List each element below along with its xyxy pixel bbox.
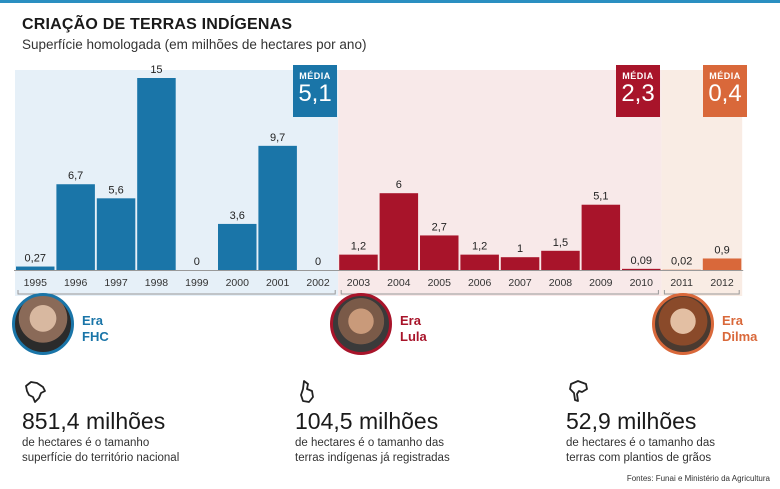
chart-title: CRIAÇÃO DE TERRAS INDÍGENAS xyxy=(22,16,293,33)
value-label: 2,7 xyxy=(432,221,447,233)
bar xyxy=(581,204,621,270)
value-label: 1 xyxy=(517,243,523,255)
bar xyxy=(339,254,378,270)
lula-portrait xyxy=(330,293,392,355)
era-bracket xyxy=(17,290,336,295)
tick-label: 1999 xyxy=(185,277,209,289)
value-label: 1,5 xyxy=(553,237,568,249)
tick-label: 2001 xyxy=(266,277,290,289)
value-label: 1,2 xyxy=(472,241,487,253)
era-name: Era FHC xyxy=(82,313,109,344)
average-box-dilma: MÉDIA 0,4 xyxy=(703,65,747,117)
tick-label: 2011 xyxy=(670,277,693,289)
bar xyxy=(56,184,95,270)
tick-label: 2002 xyxy=(306,277,330,289)
value-labels: 0,27 6,7 5,6 15 0 3,6 9,7 0 1,2 6 2,7 1,2 1 1,5 5,1 0,0… xyxy=(25,64,730,268)
average-box-fhc: MÉDIA 5,1 xyxy=(293,65,337,117)
tick-label: 2003 xyxy=(347,277,371,289)
stat-value: 52,9 milhões xyxy=(566,408,697,434)
stat-description: de hectares é o tamanho das terras com pl… xyxy=(566,437,715,464)
tick-label: 2004 xyxy=(387,277,411,289)
value-label: 1,2 xyxy=(351,241,366,253)
value-label: 0,09 xyxy=(631,255,652,267)
bar xyxy=(16,266,55,270)
tick-label: 2010 xyxy=(630,277,654,289)
value-label: 3,6 xyxy=(230,210,245,222)
dilma-portrait xyxy=(652,293,714,355)
tick-label: 2007 xyxy=(508,277,532,289)
value-label: 0,27 xyxy=(25,253,46,265)
bar xyxy=(622,268,661,270)
x-axis: 1995 1996 1997 1998 1999 2000 2001 2002 2003 2004… xyxy=(14,270,744,295)
bar xyxy=(460,254,499,270)
value-label: 0 xyxy=(194,256,200,268)
indigenous-land-icon xyxy=(300,380,314,403)
sources-note: Fontes: Funai e Ministério da Agricultur… xyxy=(626,474,770,483)
value-label: 0,9 xyxy=(714,244,729,256)
value-label: 9,7 xyxy=(270,132,285,144)
era-bracket xyxy=(340,290,659,295)
stat-indigenous-lands: 104,5 milhões de hectares é o tamanho da… xyxy=(295,378,525,464)
farmland-icon xyxy=(569,380,588,402)
value-label: 6,7 xyxy=(68,170,83,182)
top-accent-line xyxy=(0,0,780,3)
tick-label: 1998 xyxy=(145,277,169,289)
average-label: MÉDIA xyxy=(299,71,331,81)
bar xyxy=(541,250,580,270)
era-name: Era Lula xyxy=(400,313,427,344)
tick-label: 2006 xyxy=(468,277,492,289)
value-label: 5,1 xyxy=(593,191,608,203)
tick-label: 2009 xyxy=(589,277,613,289)
stat-description: de hectares é o tamanho das terras indíge… xyxy=(295,437,450,464)
average-label: MÉDIA xyxy=(709,71,741,81)
stat-value: 104,5 milhões xyxy=(295,408,439,434)
average-label: MÉDIA xyxy=(622,71,654,81)
tick-label: 2012 xyxy=(710,277,734,289)
stat-territory: 851,4 milhões de hectares é o tamanho sup… xyxy=(22,378,252,464)
tick-label: 2008 xyxy=(549,277,573,289)
brazil-map-icon xyxy=(25,381,46,403)
value-label: 0,02 xyxy=(671,256,692,268)
bar xyxy=(379,193,419,270)
bar-chart: 0,27 6,7 5,6 15 0 3,6 9,7 0 1,2 6 2,7 1,2 1 1,5 5,1 0,0… xyxy=(14,64,744,296)
average-box-lula: MÉDIA 2,3 xyxy=(616,65,660,117)
average-value: 2,3 xyxy=(621,80,655,107)
bar xyxy=(702,258,742,270)
value-label: 5,6 xyxy=(108,184,123,196)
value-label: 6 xyxy=(396,179,402,191)
bar xyxy=(420,235,459,270)
bar xyxy=(258,145,297,270)
bar xyxy=(218,223,257,270)
bar xyxy=(137,78,176,270)
tick-label: 1996 xyxy=(64,277,88,289)
chart-subtitle: Superfície homologada (em milhões de hec… xyxy=(22,37,367,52)
value-label: 15 xyxy=(150,64,162,76)
stat-description: de hectares é o tamanho superfície do ter… xyxy=(22,437,180,464)
average-value: 5,1 xyxy=(298,80,332,107)
bar xyxy=(96,198,136,270)
tick-label: 2000 xyxy=(226,277,250,289)
tick-label: 1997 xyxy=(104,277,128,289)
tick-label: 2005 xyxy=(428,277,452,289)
stat-value: 851,4 milhões xyxy=(22,408,166,434)
bars xyxy=(16,78,742,270)
tick-label: 1995 xyxy=(24,277,48,289)
value-label: 0 xyxy=(315,256,321,268)
average-value: 0,4 xyxy=(708,80,742,107)
bar xyxy=(500,257,540,270)
stat-grain-crops: 52,9 milhões de hectares é o tamanho das… xyxy=(566,378,780,464)
fhc-portrait xyxy=(12,293,74,355)
era-name: Era Dilma xyxy=(722,313,758,344)
era-bracket xyxy=(663,290,740,295)
